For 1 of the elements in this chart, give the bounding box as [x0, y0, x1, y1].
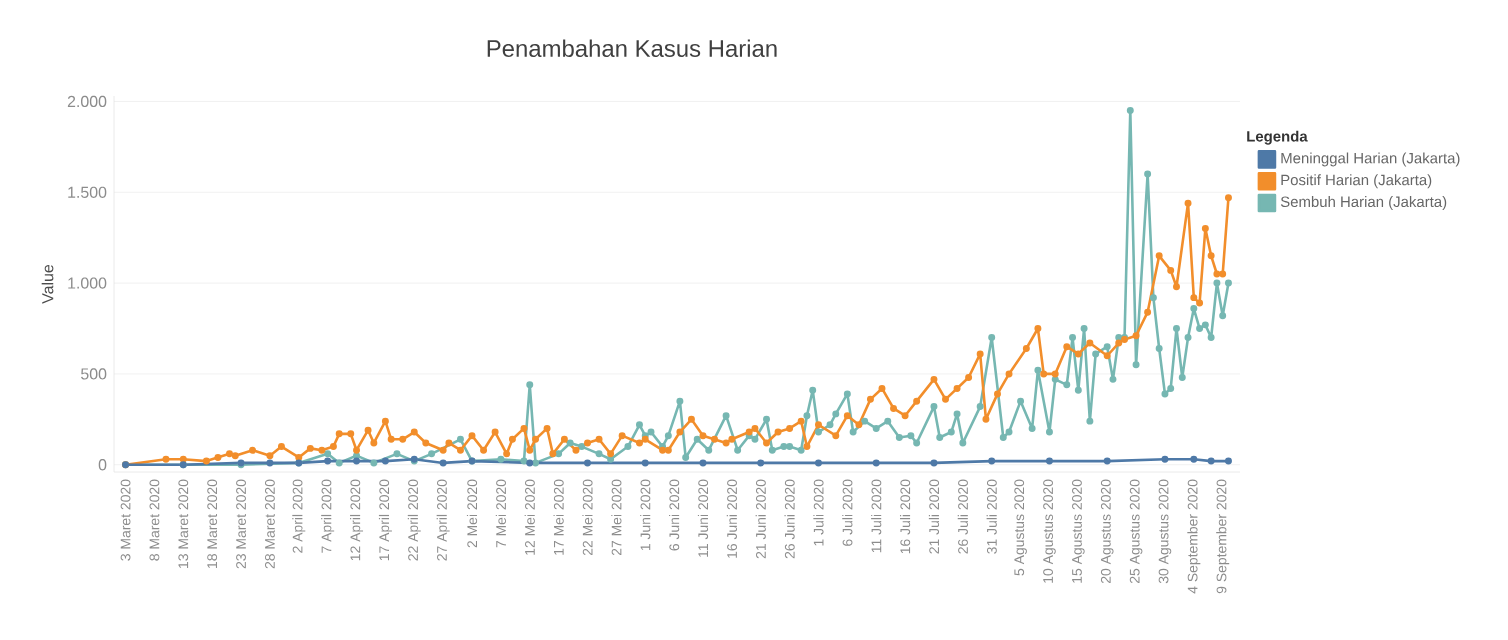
chart-title: Penambahan Kasus Harian: [487, 39, 777, 57]
